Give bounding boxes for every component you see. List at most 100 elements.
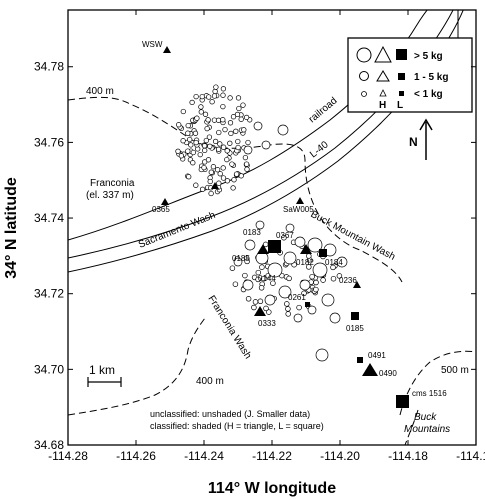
legend-large-square <box>396 49 407 60</box>
meteorite-circle <box>185 122 191 129</box>
north-label: N <box>409 135 418 149</box>
meteorite-circle <box>240 102 246 108</box>
meteorite-circle <box>210 164 217 170</box>
legend-small-circle <box>361 91 367 97</box>
meteorite-circle <box>197 151 203 158</box>
meteorite-circle <box>270 280 276 286</box>
meteorite-circle <box>236 105 242 112</box>
meteorite-circle <box>313 286 319 293</box>
meteorite-circle <box>193 93 199 100</box>
meteorite-circle <box>299 279 311 291</box>
contour-500-label: 500 m <box>441 365 469 376</box>
meteorite-circle <box>207 143 213 149</box>
meteorite-circle <box>309 273 315 280</box>
meteorite-circle <box>238 116 244 122</box>
meteorite-circle <box>315 348 329 362</box>
meteorite-triangle-medium <box>300 244 312 254</box>
meteorite-circle <box>285 223 295 233</box>
meteorite-circle <box>245 139 251 146</box>
meteorite-circle <box>313 279 319 286</box>
meteorite-triangle-small <box>161 198 169 205</box>
meteorite-circle <box>227 140 233 146</box>
meteorite-circle <box>253 121 263 131</box>
meteorite-triangle-large <box>362 363 378 376</box>
meteorite-circle <box>224 156 230 163</box>
meteorite-circle <box>206 134 213 140</box>
station-labels: WSW 0365 SaW005 0183 0367 0185 0182 0184… <box>142 40 447 398</box>
meteorite-circle <box>211 93 218 99</box>
meteorite-circle <box>201 164 207 171</box>
meteorite-circle <box>293 313 303 323</box>
legend-medium-circle <box>359 71 369 81</box>
meteorite-circle <box>329 312 341 324</box>
y-tick-label: 34.74 <box>34 211 64 225</box>
meteorite-circle <box>198 109 204 115</box>
meteorite-circle <box>209 99 215 105</box>
meteorite-circle <box>277 124 289 136</box>
meteorite-circle <box>220 92 226 98</box>
meteorite-circle <box>222 126 228 133</box>
meteorite-circle <box>281 234 287 241</box>
x-tick-label: -114.16 <box>456 449 485 463</box>
classified-meteorites <box>161 46 409 408</box>
meteorite-circle <box>244 239 256 251</box>
label-0490: 0490 <box>379 369 397 378</box>
meteorite-triangle-small <box>163 46 171 53</box>
meteorite-circle <box>220 144 227 150</box>
meteorite-circle <box>229 265 236 271</box>
label-0236: 0236 <box>339 276 357 285</box>
meteorite-square-medium <box>319 249 327 257</box>
meteorite-circle <box>217 171 223 177</box>
meteorite-circle <box>263 305 269 312</box>
meteorite-circle <box>193 139 199 146</box>
legend: > 5 kg 1 - 5 kg < 1 kg H L <box>347 37 473 113</box>
north-arrow: N <box>409 118 433 160</box>
meteorite-triangle-small <box>296 197 304 204</box>
meteorite-circle <box>205 117 211 123</box>
legend-medium-triangle <box>376 70 390 82</box>
legend-medium-square <box>398 73 405 80</box>
meteorite-circle <box>190 160 196 166</box>
meteorite-circle <box>244 166 250 172</box>
contour-400-bottom-label: 400 m <box>196 376 224 387</box>
legend-row2-text: 1 - 5 kg <box>414 72 448 83</box>
meteorite-circle <box>301 290 307 297</box>
meteorite-circle <box>307 305 317 315</box>
meteorite-circle <box>296 304 302 311</box>
label-cms1516: cms 1516 <box>412 389 447 398</box>
meteorite-circle <box>336 273 343 279</box>
label-0491: 0491 <box>368 351 386 360</box>
meteorite-triangle-small <box>353 281 361 288</box>
meteorite-circle <box>294 236 306 248</box>
meteorite-circle <box>243 145 253 155</box>
legend-row1-text: > 5 kg <box>414 51 443 62</box>
meteorite-circle <box>212 88 218 95</box>
meteorite-circle <box>220 175 227 181</box>
contour-400-top <box>68 96 403 283</box>
y-tick-label: 34.76 <box>34 135 64 149</box>
meteorite-circle <box>241 127 247 133</box>
franconia-elevation-label: (el. 337 m) <box>86 190 134 201</box>
meteorite-circle <box>245 296 252 302</box>
meteorite-circle <box>284 301 290 307</box>
meteorite-circle <box>178 153 185 159</box>
meteorite-circle <box>235 138 241 145</box>
meteorite-circle <box>252 299 259 305</box>
meteorite-circle <box>235 144 241 151</box>
x-axis: -114.28 -114.26 -114.24 -114.22 -114.20 -114.… <box>48 10 485 463</box>
meteorite-square-large <box>396 395 409 408</box>
meteorite-square-medium <box>351 312 359 320</box>
meteorite-circle <box>244 258 250 265</box>
label-0367: 0367 <box>276 231 294 240</box>
meteorite-circle <box>258 285 265 291</box>
meteorite-circle <box>307 237 323 253</box>
meteorite-circle <box>228 130 234 137</box>
meteorite-circle <box>231 177 237 183</box>
legend-small-triangle <box>379 89 387 97</box>
y-tick-label: 34.72 <box>34 287 64 301</box>
meteorite-circle <box>227 120 234 126</box>
meteorite-circle <box>286 275 292 282</box>
meteorite-circle <box>185 130 191 136</box>
scale-bar: 1 km <box>87 363 122 387</box>
